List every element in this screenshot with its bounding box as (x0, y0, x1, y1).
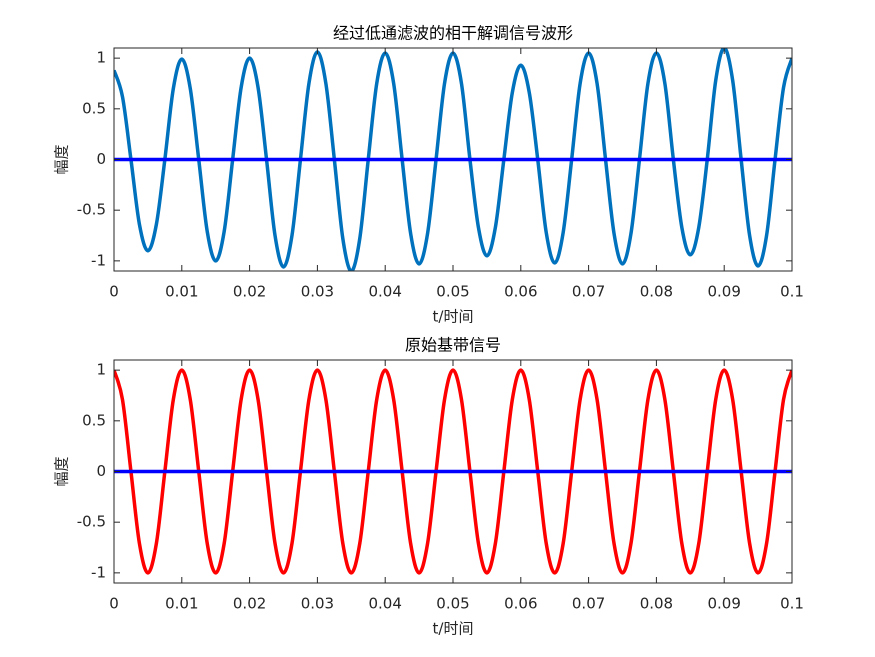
x-axis-label: t/时间 (433, 620, 474, 638)
x-tick-label: 0.03 (301, 595, 334, 613)
x-tick-label: 0.02 (233, 283, 266, 301)
chart-title: 经过低通滤波的相干解调信号波形 (333, 24, 573, 43)
data-line (114, 368, 792, 575)
y-tick-label: 1 (96, 361, 106, 379)
plot-lines (114, 368, 792, 575)
x-tick-label: 0.09 (707, 595, 740, 613)
x-tick-label: 0.01 (165, 595, 198, 613)
x-tick-label: 0.01 (165, 283, 198, 301)
y-axis-label: 幅度 (53, 144, 71, 174)
x-tick-label: 0 (109, 595, 119, 613)
y-tick-label: -0.5 (77, 513, 106, 531)
x-tick-label: 0.1 (780, 283, 804, 301)
chart-title: 原始基带信号 (405, 336, 501, 355)
y-tick-label: 0.5 (82, 99, 106, 117)
x-tick-label: 0.1 (780, 595, 804, 613)
y-tick-label: 0.5 (82, 411, 106, 429)
x-tick-label: 0.04 (368, 283, 401, 301)
x-tick-label: 0.07 (572, 283, 605, 301)
x-axis-label: t/时间 (433, 308, 474, 326)
x-tick-label: 0.04 (368, 595, 401, 613)
x-tick-label: 0.02 (233, 595, 266, 613)
y-tick-label: -1 (91, 251, 106, 269)
x-tick-label: 0.06 (504, 595, 537, 613)
x-tick-label: 0.06 (504, 283, 537, 301)
x-tick-label: 0 (109, 283, 119, 301)
y-tick-label: 1 (96, 49, 106, 67)
x-tick-label: 0.07 (572, 595, 605, 613)
y-tick-label: -0.5 (77, 201, 106, 219)
y-tick-label: 0 (96, 462, 106, 480)
y-tick-label: 0 (96, 150, 106, 168)
x-tick-label: 0.05 (436, 283, 469, 301)
x-tick-label: 0.09 (707, 283, 740, 301)
x-tick-label: 0.08 (640, 283, 673, 301)
x-tick-label: 0.03 (301, 283, 334, 301)
y-axis-label: 幅度 (53, 456, 71, 486)
x-tick-label: 0.05 (436, 595, 469, 613)
x-tick-label: 0.08 (640, 595, 673, 613)
y-tick-label: -1 (91, 563, 106, 581)
